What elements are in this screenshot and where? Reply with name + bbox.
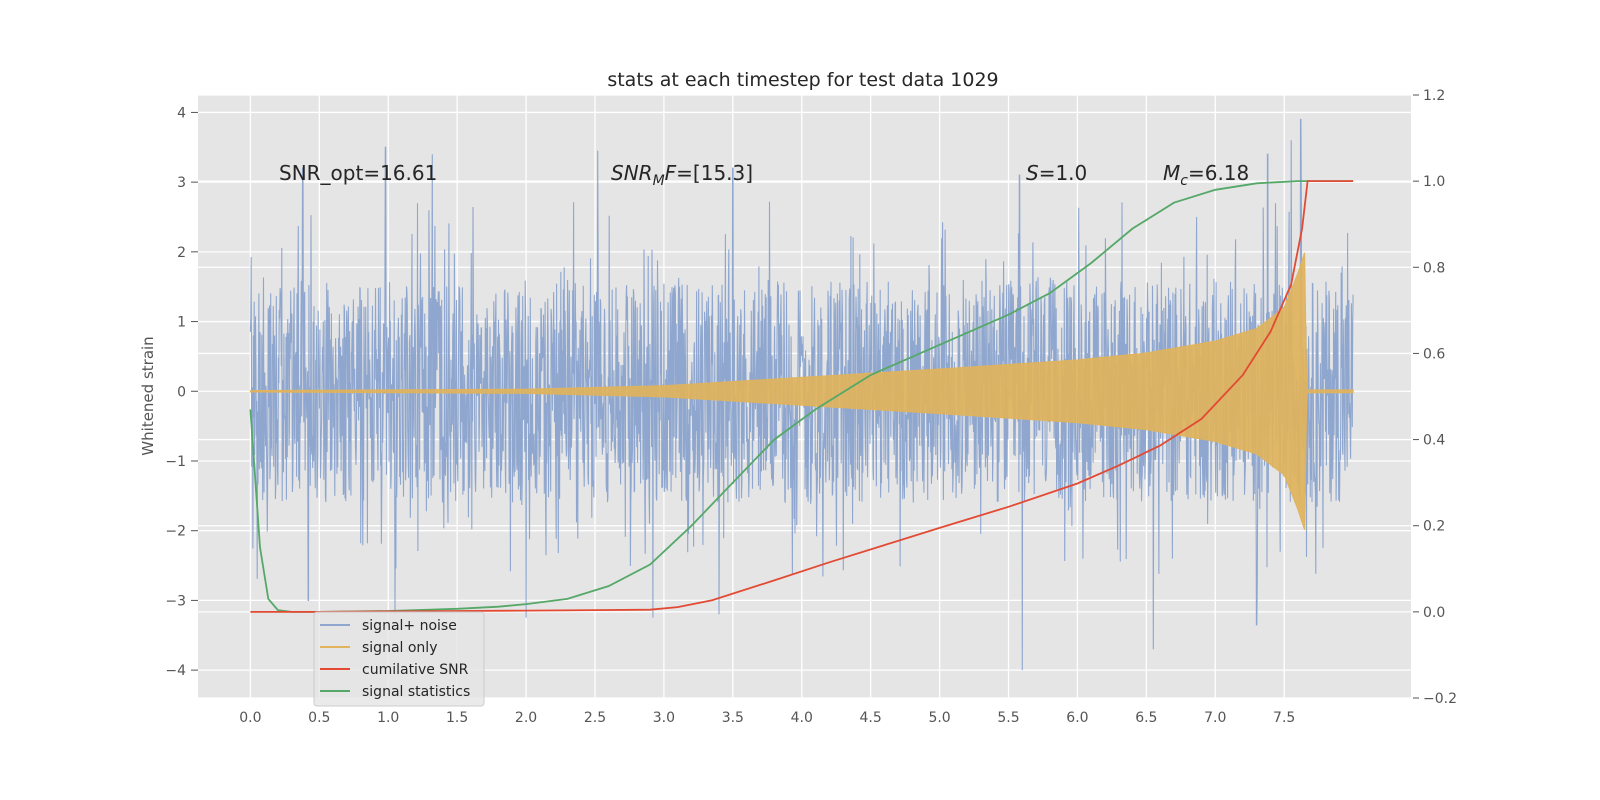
legend: signal+ noise signal only cumilative SNR si… [313,611,485,707]
y-tick-label: 3 [177,175,186,191]
annotation-mc-base: M [1163,161,1180,185]
x-tick-label: 7.5 [1273,710,1295,726]
x-tick-label: 2.0 [515,710,537,726]
y2-tick-label: −0.2 [1423,691,1457,707]
annotation-mc-sub: c [1180,173,1188,189]
y2-tick-label: 0.2 [1423,519,1445,535]
y-tick-label: −4 [165,663,186,679]
y-axis-label: Whitened strain [139,336,157,455]
annotation-s: S=1.0 [1026,161,1087,185]
y-tick-label: 0 [177,384,186,400]
axes-layer: 0.0 0.5 1.0 1.5 2.0 2.5 3.0 3.5 4.0 4.5 5.0 5.5 6.0 6… [165,88,1457,726]
x-tick-label: 3.0 [653,710,675,726]
legend-label: signal+ noise [362,618,457,634]
x-tick-label: 6.5 [1135,710,1157,726]
annotations: SNR_opt=16.61 SNRMF=[15.3] S=1.0 Mc=6.18 [279,161,1249,189]
x-tick-label: 5.5 [997,710,1019,726]
y-tick-label: −2 [165,524,186,540]
series-signal-only [249,252,1354,531]
x-tick-label: 4.5 [860,710,882,726]
x-tick-label: 5.0 [928,710,950,726]
y2-tick-label: 0.6 [1423,346,1445,362]
x-tick-label: 0.5 [308,710,330,726]
x-tick-label: 3.5 [722,710,744,726]
y2-tick-label: 0.0 [1423,605,1445,621]
chart-title: stats at each timestep for test data 102… [607,69,998,91]
x-tick-label: 1.5 [446,710,468,726]
annotation-mc: Mc=6.18 [1163,161,1249,189]
x-tick-label: 0.0 [239,710,261,726]
annotation-s-value: =1.0 [1039,161,1088,185]
annotation-mc-value: =6.18 [1188,161,1249,185]
x-tick-label: 6.0 [1066,710,1088,726]
y-tick-label: 4 [177,105,186,121]
x-tick-label: 4.0 [791,710,813,726]
legend-label: signal only [362,640,437,656]
series-layer [249,118,1354,671]
y2-tick-label: 0.8 [1423,260,1445,276]
x-tick-label: 7.0 [1204,710,1226,726]
annotation-snr-mf-value: =[15.3] [676,161,753,185]
annotation-snr-mf-sub: M [653,173,665,189]
x-tick-label: 2.5 [584,710,606,726]
annotation-snr-opt: SNR_opt=16.61 [279,161,437,185]
y2-tick-label: 1.0 [1423,174,1445,190]
x-tick-label: 1.0 [377,710,399,726]
y-tick-label: 2 [177,245,186,261]
annotation-snr-mf: SNRMF=[15.3] [611,161,753,189]
y2-tick-label: 1.2 [1423,88,1445,104]
y2-tick-label: 0.4 [1423,433,1445,449]
annotation-snr-mf-tail-f: F [665,161,677,185]
y-tick-label: −3 [165,593,186,609]
legend-box [313,611,485,707]
y-tick-label: −1 [165,454,186,470]
legend-label: cumilative SNR [362,662,469,678]
series-cumulative-snr [250,180,1354,613]
y-tick-label: 1 [177,315,186,331]
annotation-s-symbol: S [1026,161,1039,185]
legend-label: signal statistics [362,684,470,700]
annotation-snr-mf-base: SNR [611,161,653,185]
